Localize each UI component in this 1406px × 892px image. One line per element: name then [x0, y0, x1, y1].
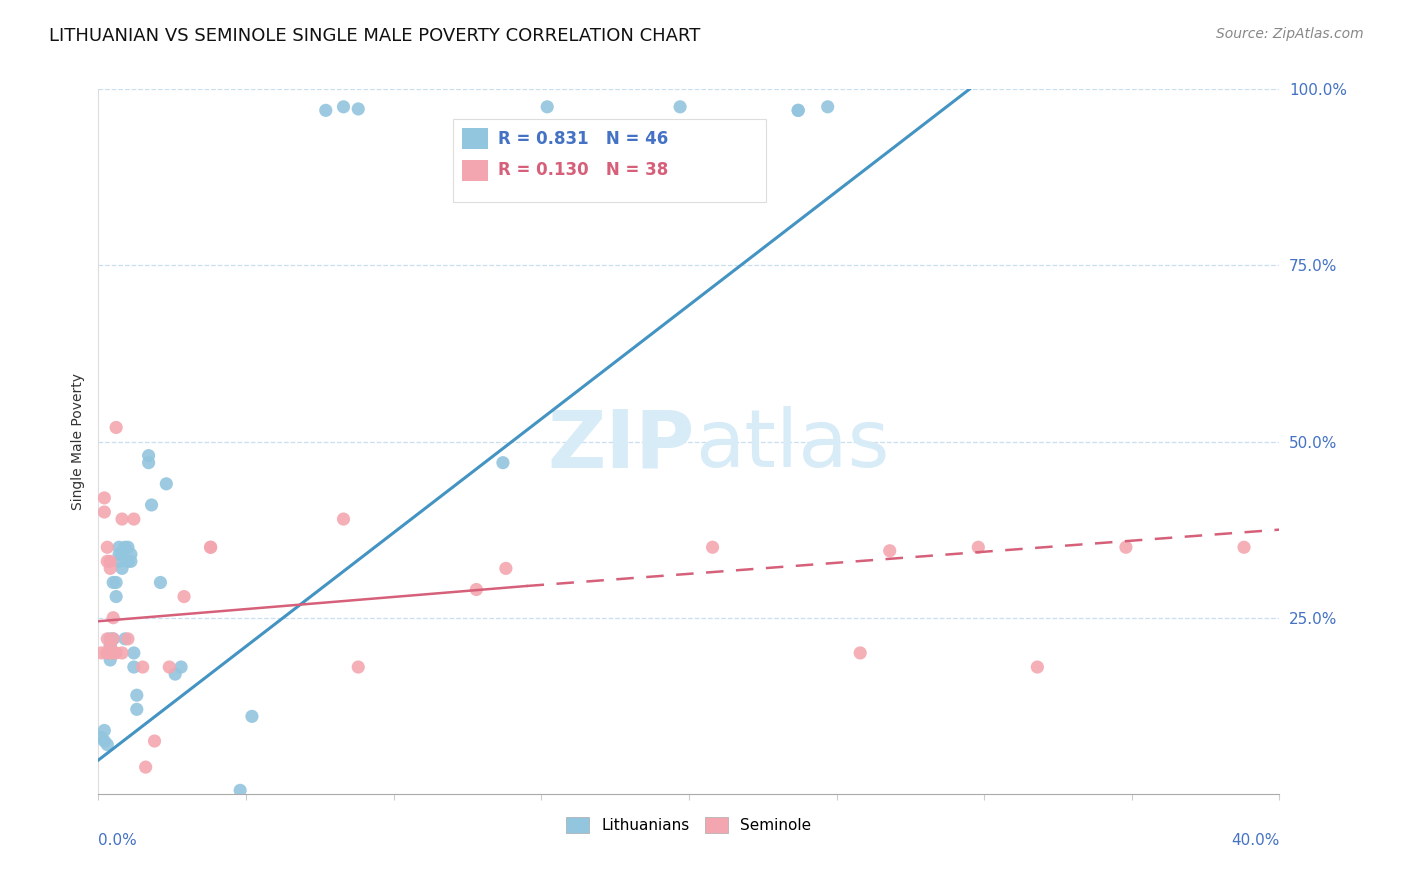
Text: 40.0%: 40.0%	[1232, 832, 1279, 847]
Point	[117, 541, 139, 555]
Point	[105, 575, 128, 590]
Point	[111, 561, 134, 575]
Point	[240, 709, 263, 723]
Text: Source: ZipAtlas.com: Source: ZipAtlas.com	[1216, 27, 1364, 41]
FancyBboxPatch shape	[453, 119, 766, 202]
Point	[108, 554, 131, 568]
Point	[787, 103, 810, 118]
Point	[96, 554, 118, 568]
Point	[103, 646, 125, 660]
Text: 0.0%: 0.0%	[98, 832, 138, 847]
Point	[105, 590, 128, 604]
Point	[492, 456, 515, 470]
Point	[1115, 541, 1137, 555]
Point	[111, 512, 134, 526]
Point	[149, 575, 172, 590]
Point	[138, 456, 160, 470]
Point	[125, 702, 148, 716]
Point	[105, 646, 128, 660]
Point	[1233, 541, 1256, 555]
Point	[120, 547, 142, 561]
Point	[120, 554, 142, 568]
Point	[93, 723, 115, 738]
Point	[347, 102, 370, 116]
Point	[105, 420, 128, 434]
Point	[96, 646, 118, 660]
Point	[669, 100, 692, 114]
Point	[103, 632, 125, 646]
Point	[93, 491, 115, 505]
Point	[315, 103, 337, 118]
Point	[165, 667, 187, 681]
Text: R = 0.831   N = 46: R = 0.831 N = 46	[498, 129, 668, 147]
Legend: Lithuanians, Seminole: Lithuanians, Seminole	[561, 811, 817, 839]
Point	[114, 632, 136, 646]
Point	[879, 543, 901, 558]
Point	[332, 512, 354, 526]
Bar	[463, 128, 488, 149]
Point	[200, 541, 222, 555]
Point	[122, 660, 145, 674]
Point	[98, 646, 121, 660]
Point	[90, 646, 112, 660]
Bar	[463, 160, 488, 181]
Point	[98, 632, 121, 646]
Point	[849, 646, 872, 660]
Point	[96, 632, 118, 646]
Point	[125, 688, 148, 702]
Point	[141, 498, 163, 512]
Text: R = 0.130   N = 38: R = 0.130 N = 38	[498, 161, 668, 179]
Point	[229, 783, 252, 797]
Point	[170, 660, 193, 674]
Point	[122, 512, 145, 526]
Point	[96, 541, 118, 555]
Point	[702, 541, 724, 555]
Point	[103, 632, 125, 646]
Point	[108, 547, 131, 561]
Point	[138, 449, 160, 463]
Point	[117, 632, 139, 646]
Point	[787, 103, 810, 118]
Point	[1026, 660, 1049, 674]
Point	[103, 646, 125, 660]
Point	[96, 646, 118, 660]
Text: ZIP: ZIP	[547, 406, 695, 484]
Point	[103, 575, 125, 590]
Point	[132, 660, 155, 674]
Point	[93, 505, 115, 519]
Point	[90, 731, 112, 745]
Point	[465, 582, 488, 597]
Point	[98, 653, 121, 667]
Point	[98, 639, 121, 653]
Point	[108, 541, 131, 555]
Point	[200, 541, 222, 555]
Point	[143, 734, 166, 748]
Point	[98, 554, 121, 568]
Point	[817, 100, 839, 114]
Point	[98, 639, 121, 653]
Point	[332, 100, 354, 114]
Point	[173, 590, 195, 604]
Point	[536, 100, 558, 114]
Point	[135, 760, 157, 774]
Text: LITHUANIAN VS SEMINOLE SINGLE MALE POVERTY CORRELATION CHART: LITHUANIAN VS SEMINOLE SINGLE MALE POVER…	[49, 27, 700, 45]
Point	[347, 660, 370, 674]
Point	[967, 541, 990, 555]
Point	[122, 646, 145, 660]
Point	[495, 561, 517, 575]
Point	[111, 547, 134, 561]
Y-axis label: Single Male Poverty: Single Male Poverty	[72, 373, 86, 510]
Point	[155, 476, 177, 491]
Point	[117, 554, 139, 568]
Point	[96, 738, 118, 752]
Text: atlas: atlas	[695, 406, 889, 484]
Point	[98, 561, 121, 575]
Point	[157, 660, 180, 674]
Point	[103, 610, 125, 624]
Point	[114, 541, 136, 555]
Point	[111, 646, 134, 660]
Point	[93, 734, 115, 748]
